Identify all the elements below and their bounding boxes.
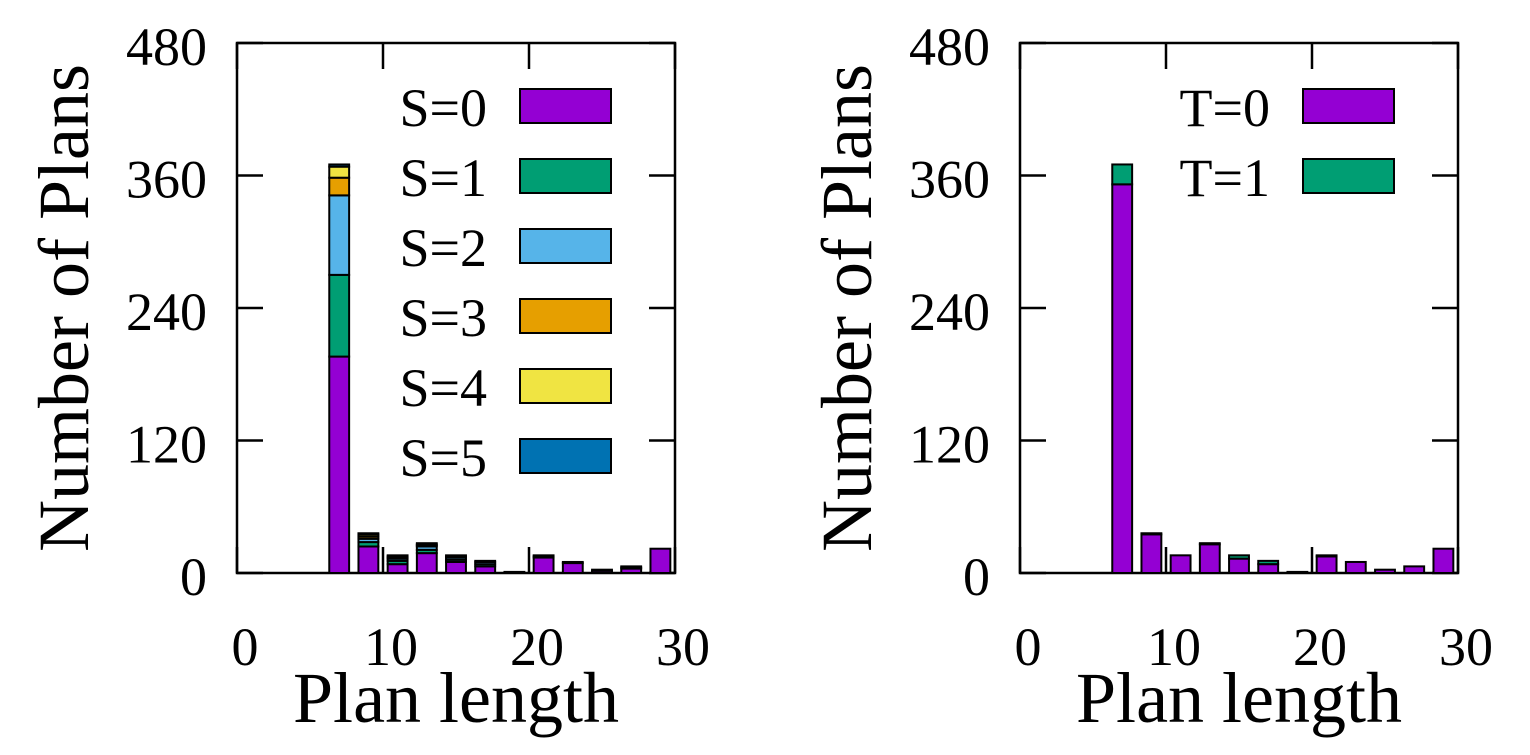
legend-label: S=4 bbox=[400, 358, 488, 418]
bar-segment bbox=[328, 194, 351, 276]
x-tick-label: 10 bbox=[364, 617, 418, 677]
y-tick-label: 240 bbox=[126, 282, 207, 342]
bar-segment bbox=[1257, 563, 1280, 575]
bar-segment bbox=[1228, 554, 1250, 560]
bar-segment bbox=[328, 355, 351, 575]
bar-segment bbox=[386, 563, 409, 575]
y-tick-label: 480 bbox=[126, 17, 207, 77]
chart-right: 0 120 240 360 480 0 10 20 30 T=0 T=1 Plan length Num… bbox=[807, 17, 1493, 738]
bar-segment bbox=[1169, 554, 1192, 574]
x-axis-title: Plan length bbox=[1076, 658, 1402, 738]
legend-swatch bbox=[519, 298, 612, 334]
x-tick-label: 10 bbox=[1147, 617, 1201, 677]
bar-segment bbox=[1403, 565, 1426, 574]
x-tick-label: 0 bbox=[1015, 617, 1042, 677]
bar-segment bbox=[1257, 559, 1280, 566]
legend-swatch bbox=[519, 158, 612, 194]
bar-segment bbox=[1228, 557, 1250, 574]
bar-segment bbox=[445, 560, 467, 574]
bar-segment bbox=[415, 552, 438, 574]
bar-segment bbox=[386, 554, 409, 558]
y-tick-label: 0 bbox=[180, 547, 207, 607]
bar-segment bbox=[328, 163, 351, 168]
bar-segment bbox=[1198, 543, 1221, 575]
bar-segment bbox=[1432, 547, 1455, 574]
x-tick-label: 20 bbox=[510, 617, 564, 677]
legend-label: T=0 bbox=[1180, 78, 1270, 138]
legend-swatch bbox=[519, 368, 612, 404]
x-tick-label: 0 bbox=[232, 617, 259, 677]
y-tick-label: 360 bbox=[909, 150, 990, 210]
bar-segment bbox=[503, 570, 526, 574]
legend-label: S=0 bbox=[400, 78, 488, 138]
y-axis-title: Number of Plans bbox=[24, 64, 104, 552]
bar-segment bbox=[532, 554, 555, 558]
bar-segment bbox=[591, 568, 613, 572]
legend-swatch bbox=[1302, 158, 1395, 194]
legend-swatch bbox=[1302, 88, 1395, 124]
x-tick-label: 20 bbox=[1293, 617, 1347, 677]
y-tick-label: 120 bbox=[909, 415, 990, 475]
bar-segment bbox=[357, 532, 380, 536]
bar-segment bbox=[1315, 554, 1338, 558]
x-tick-label: 30 bbox=[656, 617, 710, 677]
legend-label: S=2 bbox=[400, 218, 488, 278]
chart-left: 0 120 240 360 480 0 10 20 30 S=0 S=1 S=2 S=3 S=4 S=5 Pl… bbox=[24, 17, 710, 738]
bar-segment bbox=[328, 165, 351, 179]
bar-segment bbox=[1286, 570, 1309, 574]
y-tick-label: 480 bbox=[909, 17, 990, 77]
x-axis-title: Plan length bbox=[293, 658, 619, 738]
y-axis-title: Number of Plans bbox=[807, 64, 887, 552]
bar-segment bbox=[328, 273, 351, 358]
y-tick-label: 360 bbox=[126, 150, 207, 210]
bar-segment bbox=[649, 547, 672, 574]
y-tick-label: 120 bbox=[126, 415, 207, 475]
bar-segment bbox=[1140, 532, 1163, 536]
bar-segment bbox=[1374, 568, 1396, 574]
bar-segment bbox=[1140, 533, 1163, 575]
legend-swatch bbox=[519, 228, 612, 264]
legend-swatch bbox=[519, 438, 612, 474]
bar-segment bbox=[561, 560, 584, 565]
bar-segment bbox=[532, 556, 555, 575]
bar-segment bbox=[620, 565, 643, 569]
legend-label: T=1 bbox=[1180, 148, 1270, 208]
bar-segment bbox=[561, 562, 584, 574]
bar-segment bbox=[1198, 542, 1221, 546]
legend-label: S=3 bbox=[400, 288, 488, 348]
bar-segment bbox=[1344, 560, 1367, 574]
legend-label: S=5 bbox=[400, 428, 488, 488]
bar-segment bbox=[357, 545, 380, 574]
bar-segment bbox=[474, 559, 497, 563]
legend-swatch bbox=[519, 88, 612, 124]
bar-segment bbox=[415, 542, 438, 546]
y-tick-label: 0 bbox=[963, 547, 990, 607]
bar-segment bbox=[328, 176, 351, 197]
bar-segment bbox=[1315, 555, 1338, 574]
y-tick-label: 240 bbox=[909, 282, 990, 342]
bar-segment bbox=[445, 554, 467, 558]
bar-segment bbox=[1111, 163, 1134, 186]
x-tick-label: 30 bbox=[1439, 617, 1493, 677]
bar-segment bbox=[1111, 183, 1134, 574]
legend-label: S=1 bbox=[400, 148, 488, 208]
